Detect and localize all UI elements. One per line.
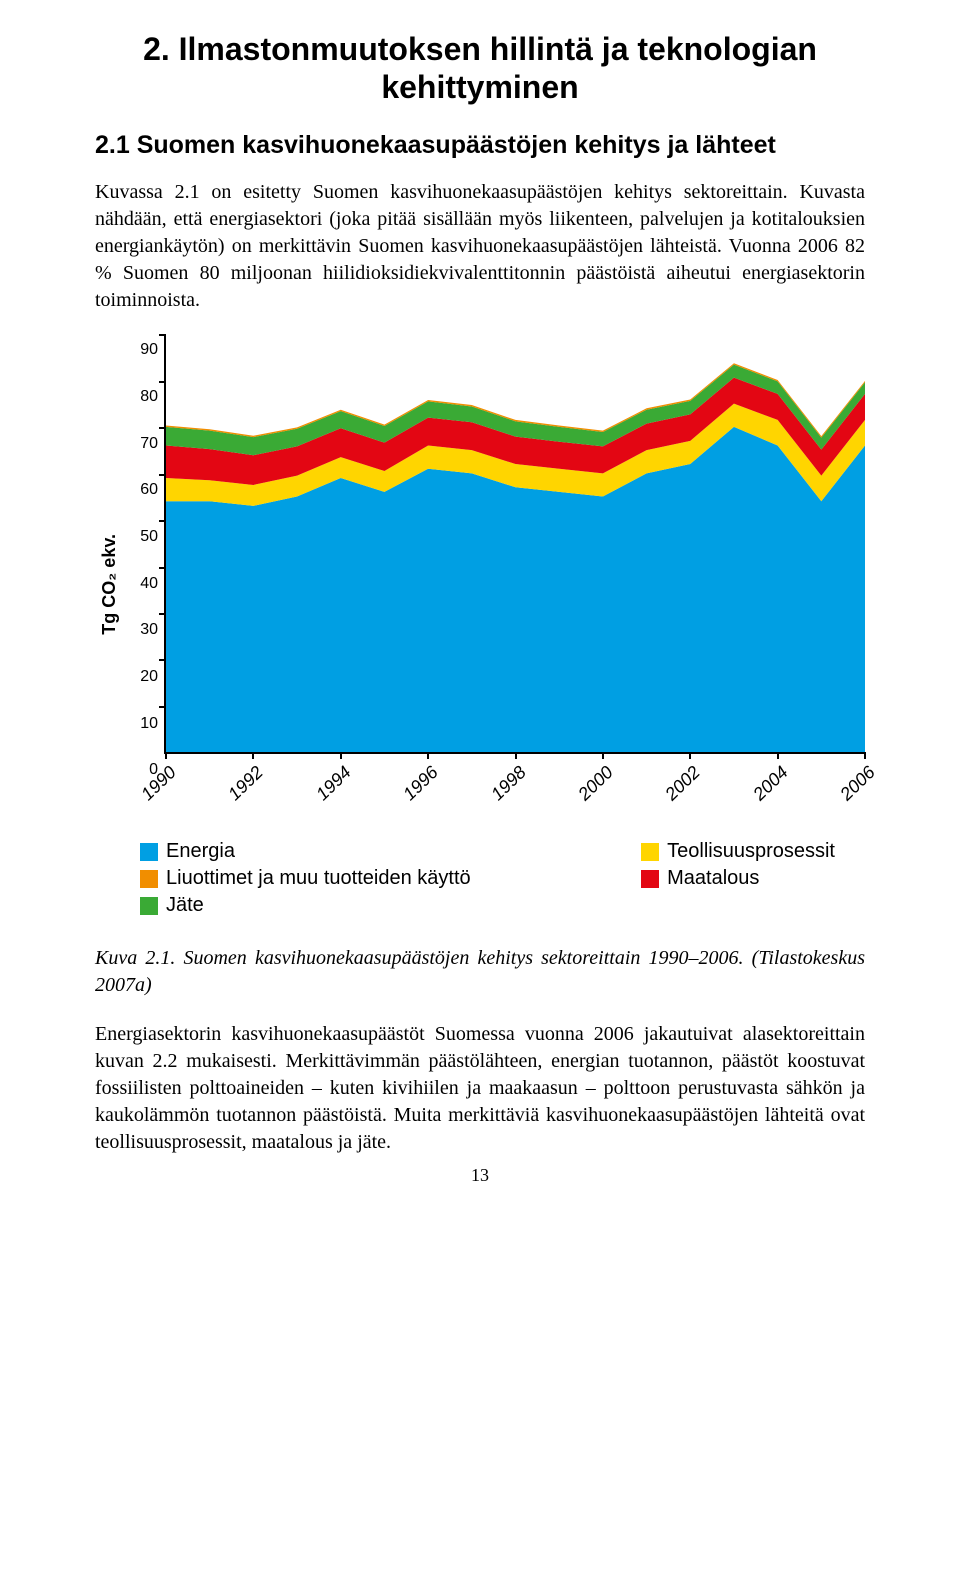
y-tick-mark — [159, 381, 166, 383]
x-tick-mark — [864, 752, 866, 759]
y-tick-mark — [159, 427, 166, 429]
legend-swatch — [140, 870, 158, 888]
emissions-chart: Tg CO₂ ekv. 0102030405060708090 19901992… — [95, 334, 865, 917]
x-tick-label: 1998 — [487, 762, 530, 805]
heading-level-1: 2. Ilmastonmuutoksen hillintä ja teknolo… — [95, 30, 865, 107]
y-tick-mark — [159, 567, 166, 569]
page-number: 13 — [0, 1165, 960, 1186]
legend-col-left: Energia Liuottimet ja muu tuotteiden käyt… — [140, 840, 471, 917]
chart-box: Tg CO₂ ekv. 0102030405060708090 19901992… — [95, 334, 865, 834]
x-tick-label: 1996 — [399, 762, 442, 805]
y-tick-mark — [159, 520, 166, 522]
legend-item-teollisuus: Teollisuusprosessit — [641, 840, 835, 863]
legend-label: Teollisuusprosessit — [667, 840, 835, 863]
legend-swatch — [140, 897, 158, 915]
x-tick-mark — [427, 752, 429, 759]
x-tick-mark — [340, 752, 342, 759]
chart-y-axis: 0102030405060708090 — [124, 334, 164, 834]
y-tick-mark — [159, 474, 166, 476]
y-tick-mark — [159, 613, 166, 615]
x-tick-label: 2006 — [836, 762, 879, 805]
x-tick-label: 2004 — [749, 762, 792, 805]
x-tick-mark — [602, 752, 604, 759]
y-tick-mark — [159, 659, 166, 661]
paragraph-1: Kuvassa 2.1 on esitetty Suomen kasvihuon… — [95, 179, 865, 314]
x-tick-label: 2002 — [661, 762, 704, 805]
y-tick-mark — [159, 706, 166, 708]
legend-label: Liuottimet ja muu tuotteiden käyttö — [166, 867, 471, 890]
y-tick-mark — [159, 334, 166, 336]
chart-legend: Energia Liuottimet ja muu tuotteiden käyt… — [140, 840, 835, 917]
chart-svg — [166, 334, 865, 752]
legend-item-maatalous: Maatalous — [641, 867, 835, 890]
legend-item-jate: Jäte — [140, 894, 471, 917]
x-tick-mark — [252, 752, 254, 759]
legend-swatch — [641, 843, 659, 861]
legend-item-liuottimet: Liuottimet ja muu tuotteiden käyttö — [140, 867, 471, 890]
heading-level-2: 2.1 Suomen kasvihuonekaasupäästöjen kehi… — [95, 129, 865, 162]
legend-swatch — [641, 870, 659, 888]
legend-swatch — [140, 843, 158, 861]
legend-label: Energia — [166, 840, 235, 863]
paragraph-2: Energiasektorin kasvihuonekaasupäästöt S… — [95, 1021, 865, 1156]
chart-x-axis: 199019921994199619982000200220042006 — [166, 752, 865, 832]
x-tick-mark — [777, 752, 779, 759]
x-tick-label: 1992 — [225, 762, 268, 805]
legend-label: Jäte — [166, 894, 204, 917]
x-tick-mark — [165, 752, 167, 759]
chart-y-axis-label: Tg CO₂ ekv. — [95, 534, 124, 635]
figure-caption: Kuva 2.1. Suomen kasvihuonekaasupäästöje… — [95, 945, 865, 999]
chart-plot-area: 199019921994199619982000200220042006 — [164, 334, 865, 754]
document-page: 2. Ilmastonmuutoksen hillintä ja teknolo… — [0, 0, 960, 1196]
x-tick-label: 1994 — [312, 762, 355, 805]
x-tick-label: 2000 — [574, 762, 617, 805]
legend-col-right: Teollisuusprosessit Maatalous — [641, 840, 835, 917]
legend-label: Maatalous — [667, 867, 759, 890]
legend-item-energia: Energia — [140, 840, 471, 863]
x-tick-mark — [689, 752, 691, 759]
x-tick-mark — [515, 752, 517, 759]
